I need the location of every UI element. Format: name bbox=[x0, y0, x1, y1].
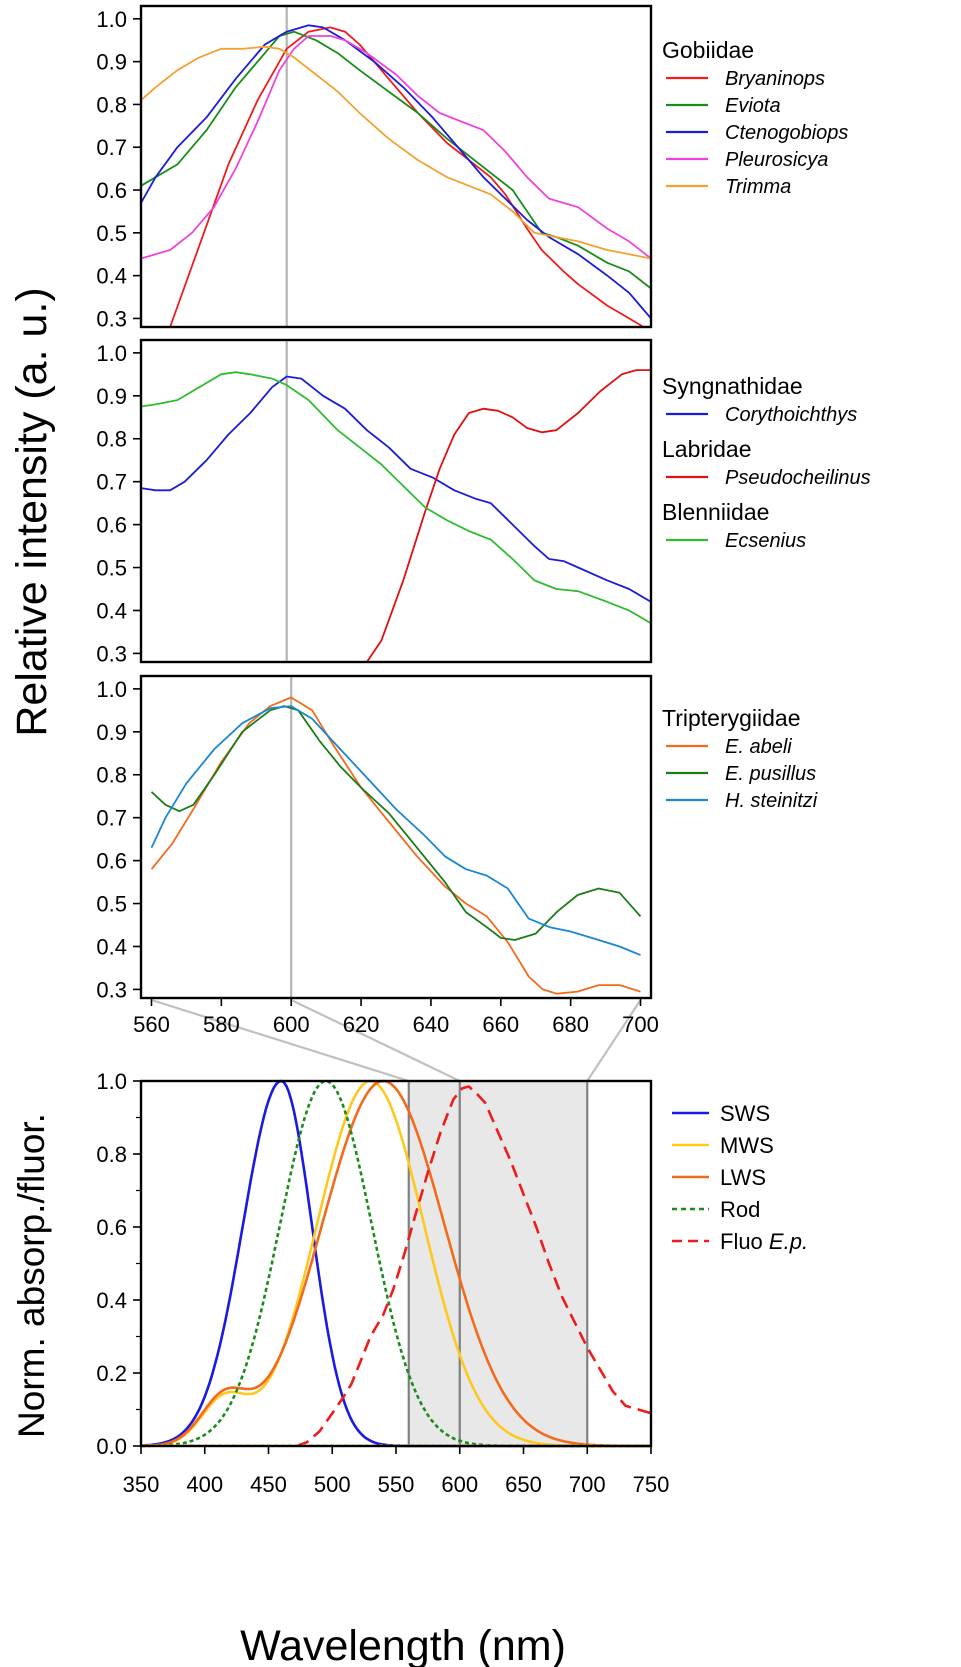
x-tick-label: 350 bbox=[123, 1472, 160, 1497]
y-tick-label: 1.0 bbox=[96, 341, 127, 366]
x-tick-label: 700 bbox=[569, 1472, 606, 1497]
legend-label-ecsenius: Ecsenius bbox=[725, 530, 806, 552]
zoom-connector-line bbox=[151, 998, 410, 1083]
y-tick-label: 0.6 bbox=[96, 178, 127, 203]
y-tick-label: 0.6 bbox=[96, 849, 127, 874]
y-tick-label: 0.0 bbox=[96, 1434, 127, 1459]
series-line-lws bbox=[140, 1079, 651, 1448]
y-tick-label: 0.8 bbox=[96, 1142, 127, 1167]
x-tick-label: 650 bbox=[505, 1472, 542, 1497]
y-tick-label: 0.4 bbox=[96, 598, 127, 623]
plot-frame bbox=[139, 4, 653, 329]
y-tick-label: 0.3 bbox=[96, 977, 127, 1002]
y-tick-label: 0.9 bbox=[96, 720, 127, 745]
legend-family-labridae: Labridae bbox=[662, 436, 752, 462]
y-tick-label: 0.5 bbox=[96, 221, 127, 246]
y-tick-label: 0.8 bbox=[96, 763, 127, 788]
zoom-connector-line bbox=[290, 999, 461, 1082]
x-tick-label: 700 bbox=[622, 1012, 659, 1037]
legend-label-sws: SWS bbox=[720, 1101, 770, 1126]
series-line-pleurosicya bbox=[140, 35, 652, 260]
legend-label-fluo-e-p: Fluo E.p. bbox=[720, 1229, 808, 1254]
legend-label-eviota: Eviota bbox=[725, 95, 781, 117]
y-axis-title-lower: Norm. absorp./fluor. bbox=[11, 1113, 52, 1438]
plot-frame bbox=[139, 674, 653, 1000]
y-tick-label: 0.8 bbox=[96, 427, 127, 452]
series-line-e-abeli bbox=[150, 696, 641, 995]
legend-label-ctenogobiops: Ctenogobiops bbox=[725, 122, 848, 144]
visible-range-shading bbox=[408, 1081, 588, 1446]
plot-frame bbox=[139, 338, 653, 664]
series-line-h-steinitzi bbox=[150, 705, 641, 956]
y-tick-label: 0.6 bbox=[96, 1215, 127, 1240]
x-tick-label: 450 bbox=[250, 1472, 287, 1497]
y-tick-label: 0.5 bbox=[96, 556, 127, 581]
legend-label-e-abeli: E. abeli bbox=[725, 736, 792, 758]
series-line-ctenogobiops bbox=[140, 24, 652, 319]
y-tick-label: 0.3 bbox=[96, 641, 127, 666]
x-tick-label: 560 bbox=[133, 1012, 170, 1037]
x-tick-label: 550 bbox=[378, 1472, 415, 1497]
plot-frame bbox=[139, 1079, 653, 1448]
series-line-e-pusillus bbox=[150, 705, 642, 941]
zoom-connector-line bbox=[586, 999, 642, 1082]
x-tick-label: 400 bbox=[186, 1472, 223, 1497]
x-tick-label: 600 bbox=[273, 1012, 310, 1037]
series-line-pseudocheilinus bbox=[366, 369, 651, 663]
legend-label-pleurosicya: Pleurosicya bbox=[725, 149, 828, 171]
legend-family-gobiidae: Gobiidae bbox=[662, 37, 754, 63]
x-tick-label: 580 bbox=[203, 1012, 240, 1037]
y-tick-label: 0.8 bbox=[96, 92, 127, 117]
x-axis-title: Wavelength (nm) bbox=[240, 1622, 566, 1667]
x-tick-label: 640 bbox=[413, 1012, 450, 1037]
y-tick-label: 0.9 bbox=[96, 384, 127, 409]
y-tick-label: 1.0 bbox=[96, 677, 127, 702]
legend-label-trimma: Trimma bbox=[725, 176, 791, 198]
legend-label-pseudocheilinus: Pseudocheilinus bbox=[725, 467, 871, 489]
x-tick-label: 680 bbox=[552, 1012, 589, 1037]
x-tick-label: 750 bbox=[633, 1472, 670, 1497]
legend-family-tripterygiidae: Tripterygiidae bbox=[662, 705, 800, 731]
y-tick-label: 0.7 bbox=[96, 135, 127, 160]
legend-label-h-steinitzi: H. steinitzi bbox=[725, 790, 818, 812]
y-tick-label: 0.3 bbox=[96, 306, 127, 331]
legend-family-syngnathidae: Syngnathidae bbox=[662, 373, 803, 399]
y-tick-label: 1.0 bbox=[96, 7, 127, 32]
x-tick-label: 620 bbox=[343, 1012, 380, 1037]
series-line-eviota bbox=[140, 30, 652, 290]
series-line-fluo-e-p bbox=[296, 1085, 652, 1448]
legend-label-lws: LWS bbox=[720, 1165, 766, 1190]
y-tick-label: 0.7 bbox=[96, 806, 127, 831]
x-tick-label: 660 bbox=[482, 1012, 519, 1037]
legend-label-rod: Rod bbox=[720, 1197, 760, 1222]
y-tick-label: 0.4 bbox=[96, 264, 127, 289]
y-tick-label: 0.4 bbox=[96, 1288, 127, 1313]
y-axis-title-upper: Relative intensity (a. u.) bbox=[8, 287, 56, 736]
series-line-corythoichthys bbox=[140, 375, 652, 603]
legend-family-blenniidae: Blenniidae bbox=[662, 499, 769, 525]
x-tick-label: 600 bbox=[441, 1472, 478, 1497]
series-line-bryaninops bbox=[169, 26, 645, 328]
legend-label-corythoichthys: Corythoichthys bbox=[725, 404, 857, 426]
x-tick-label: 500 bbox=[314, 1472, 351, 1497]
y-tick-label: 0.2 bbox=[96, 1361, 127, 1386]
y-tick-label: 0.9 bbox=[96, 50, 127, 75]
legend-label-mws: MWS bbox=[720, 1133, 774, 1158]
y-tick-label: 0.7 bbox=[96, 470, 127, 495]
y-tick-label: 0.4 bbox=[96, 934, 127, 959]
legend-label-bryaninops: Bryaninops bbox=[725, 68, 825, 90]
y-tick-label: 1.0 bbox=[96, 1069, 127, 1094]
y-tick-label: 0.5 bbox=[96, 892, 127, 917]
legend-label-e-pusillus: E. pusillus bbox=[725, 763, 816, 785]
y-tick-label: 0.6 bbox=[96, 513, 127, 538]
series-line-trimma bbox=[140, 45, 652, 260]
series-line-ecsenius bbox=[140, 371, 652, 625]
